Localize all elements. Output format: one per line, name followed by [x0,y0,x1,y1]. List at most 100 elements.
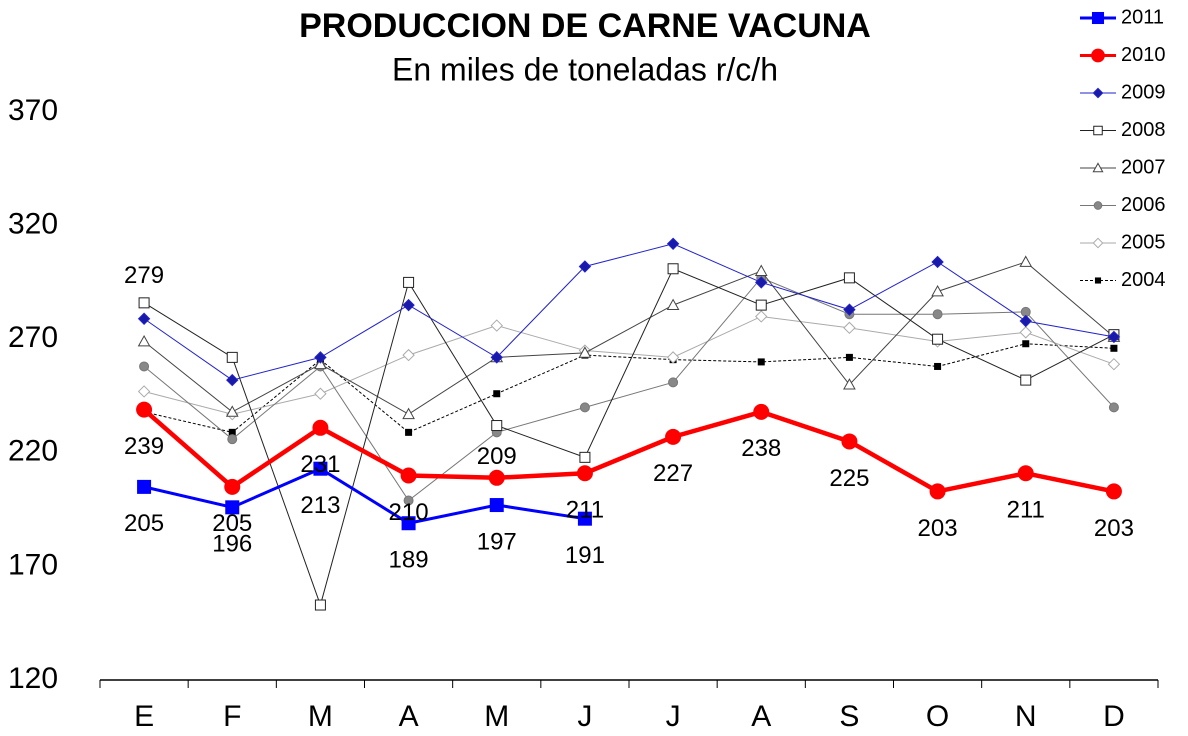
data-point [224,478,241,495]
y-tick-label: 120 [8,662,58,695]
data-point [136,401,153,418]
data-point [493,390,501,398]
data-label: 225 [829,465,869,492]
x-tick-label: M [308,700,333,733]
chart-title: PRODUCCION DE CARNE VACUNA [299,7,871,45]
data-point [401,516,416,531]
legend-label: 2006 [1121,194,1166,216]
legend-label: 2004 [1121,269,1166,291]
data-point [137,334,151,347]
x-tick-label: J [577,700,592,733]
data-point [490,319,503,332]
y-tick-label: 170 [8,548,58,581]
data-label: 203 [918,515,958,542]
data-point [137,385,151,398]
data-point [755,310,768,323]
data-point [313,461,328,476]
legend-label: 2011 [1121,6,1164,28]
data-point [312,419,329,436]
data-point [314,351,327,364]
data-point [755,276,768,289]
data-point [1110,344,1118,352]
x-tick-label: S [839,700,859,733]
data-point [227,434,238,445]
data-point [843,321,856,335]
legend-label: 2009 [1121,81,1166,103]
data-point [226,373,239,387]
data-point [1107,330,1121,344]
data-point [1019,314,1032,328]
data-point [225,405,239,417]
data-point [755,299,767,311]
legend-marker [1094,277,1102,284]
data-point [666,298,680,311]
y-tick-label: 370 [8,94,58,127]
data-label: 205 [212,510,252,537]
series-line [143,315,1115,415]
data-point [753,403,770,420]
x-tick-label: D [1103,700,1125,733]
data-label: 211 [566,497,604,524]
data-label: 239 [124,433,164,460]
data-point [1017,465,1034,482]
data-label: 227 [653,460,693,487]
data-label: 210 [389,499,429,526]
x-tick-label: N [1015,700,1037,733]
data-point [754,264,768,276]
y-tick-label: 220 [8,435,58,468]
data-point [843,378,856,390]
data-point [843,272,855,284]
data-point [579,402,590,413]
data-point [1019,326,1032,339]
data-point [845,353,853,361]
data-point [577,511,592,526]
data-point [314,387,327,400]
data-point [931,284,944,297]
legend-label: 2007 [1121,156,1166,178]
data-point [1019,255,1033,267]
data-point [841,433,858,450]
data-label: 191 [565,542,605,569]
data-label: 279 [124,262,164,289]
x-tick-label: O [926,700,949,733]
x-tick-label: M [484,700,509,733]
data-point [666,237,680,250]
data-point [225,500,240,515]
data-point [579,451,591,463]
data-point [405,428,413,436]
chart-subtitle: En miles de toneladas r/c/h [392,51,778,87]
series-line [143,261,1115,415]
data-label: 211 [1007,497,1045,524]
data-label: 231 [300,451,340,478]
data-point [139,361,150,372]
x-tick-label: A [751,700,771,733]
data-point [843,303,856,316]
y-tick-label: 270 [8,321,58,354]
data-point [931,255,944,269]
data-point [402,407,415,420]
legend-label: 2005 [1121,231,1166,253]
data-point [666,351,680,364]
data-point [576,465,593,482]
data-label: 238 [741,435,781,462]
data-point [932,333,944,345]
data-point [668,377,679,388]
data-point [137,312,151,325]
x-tick-label: A [399,700,419,733]
data-point [490,351,503,364]
series-line [143,277,1115,502]
data-point [402,298,415,312]
data-point [934,362,942,370]
data-point [932,309,943,320]
legend-marker [1091,48,1105,63]
data-point [578,346,592,358]
data-point [1105,483,1122,500]
series-line [143,243,1115,381]
legend-marker [1093,125,1103,136]
data-point [757,358,765,366]
legend-marker [1092,162,1104,173]
data-label: 203 [1094,515,1134,542]
series-line [143,343,1114,433]
legend-marker [1091,11,1105,25]
